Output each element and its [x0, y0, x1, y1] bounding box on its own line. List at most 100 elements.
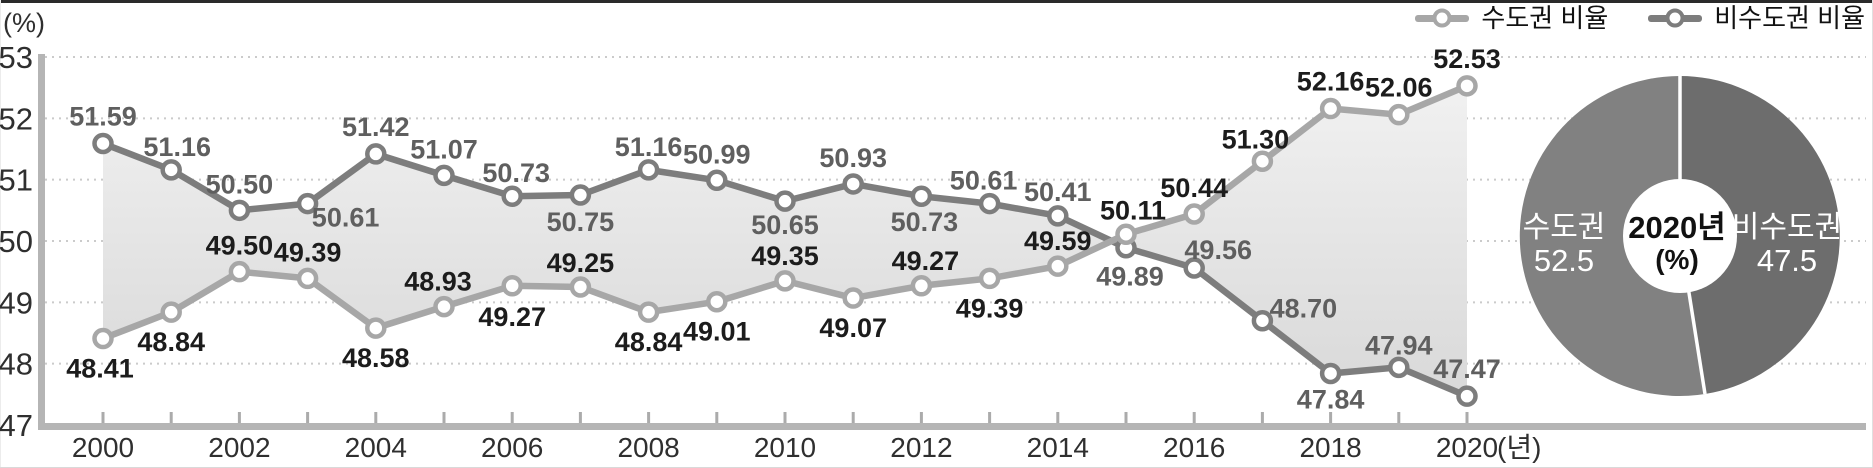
- data-label: 51.07: [410, 134, 478, 164]
- x-tick: [851, 412, 855, 423]
- donut-segment-수도권: [1519, 75, 1705, 396]
- data-marker: [774, 270, 796, 292]
- data-marker: [569, 184, 592, 206]
- x-tick-label: 2000: [72, 432, 134, 463]
- data-marker: [365, 317, 387, 339]
- data-marker: [433, 295, 455, 318]
- data-marker: [1047, 255, 1069, 277]
- x-tick: [988, 412, 992, 423]
- x-tick-label: 2016: [1163, 432, 1225, 463]
- data-label: 49.27: [478, 302, 546, 332]
- data-label: 51.16: [143, 132, 211, 162]
- data-label: 49.27: [892, 246, 960, 276]
- donut-segment-비수도권: [1680, 76, 1840, 394]
- data-marker: [1183, 257, 1205, 279]
- data-marker: [365, 143, 387, 165]
- data-marker: [637, 301, 660, 323]
- data-marker: [1319, 97, 1342, 120]
- data-marker: [774, 190, 796, 212]
- data-marker: [228, 260, 251, 283]
- data-marker: [842, 287, 864, 309]
- data-label: 47.84: [1297, 384, 1365, 414]
- data-label: 49.35: [751, 241, 819, 271]
- x-tick: [510, 412, 514, 423]
- y-tick-label: 49: [0, 285, 33, 320]
- data-label: 51.42: [342, 112, 410, 142]
- data-marker: [1456, 75, 1478, 97]
- donut-hole: [1623, 179, 1737, 293]
- legend-label-capital-region: 수도권 비율: [1481, 3, 1609, 33]
- data-label: 50.99: [683, 139, 751, 169]
- data-label: 50.41: [1024, 177, 1092, 207]
- data-label: 47.94: [1365, 330, 1433, 360]
- band-fill: [103, 85, 1467, 397]
- data-label: 50.75: [547, 207, 615, 237]
- x-tick: [647, 412, 651, 423]
- data-label: 50.11: [1100, 195, 1166, 225]
- data-marker: [910, 275, 933, 297]
- data-marker: [296, 192, 319, 215]
- x-tick-label: 2002: [208, 432, 270, 463]
- y-tick-label: 51: [0, 163, 33, 198]
- data-marker: [978, 192, 1001, 215]
- data-label: 47.47: [1433, 354, 1501, 384]
- x-tick: [101, 412, 105, 423]
- data-label: 48.41: [66, 354, 134, 384]
- legend-label-noncapital-region: 비수도권 비율: [1714, 3, 1865, 33]
- legend-item-noncapital-region: 비수도권 비율: [1648, 3, 1865, 33]
- data-label: 52.16: [1297, 67, 1365, 97]
- data-label: 51.16: [615, 132, 683, 162]
- data-marker: [842, 173, 864, 195]
- x-tick-label: 2018: [1299, 432, 1361, 463]
- data-marker: [706, 169, 728, 192]
- x-tick: [1329, 412, 1333, 423]
- data-label: 49.39: [956, 293, 1024, 323]
- data-label: 48.58: [342, 343, 410, 373]
- data-marker: [92, 132, 114, 155]
- x-tick: [1124, 412, 1128, 423]
- y-tick-label: 50: [0, 224, 33, 259]
- x-tick: [919, 412, 923, 423]
- data-label: 50.65: [751, 210, 819, 240]
- data-marker: [637, 159, 660, 181]
- legend-marker-icon: [1665, 8, 1685, 28]
- x-tick: [1397, 412, 1401, 423]
- x-tick: [1192, 412, 1196, 423]
- x-tick-label: 2014: [1027, 432, 1089, 463]
- data-marker: [160, 159, 182, 181]
- y-axis-line: [38, 54, 45, 430]
- data-marker: [433, 164, 455, 187]
- x-tick: [578, 412, 582, 423]
- donut-chart: [1519, 75, 1840, 396]
- data-marker: [1183, 203, 1205, 225]
- y-tick-label: 52: [0, 101, 33, 136]
- legend: 수도권 비율 비수도권 비율: [1415, 3, 1865, 33]
- data-label: 49.59: [1024, 226, 1092, 256]
- data-marker: [1456, 385, 1478, 407]
- data-label: 49.01: [683, 317, 751, 347]
- x-tick: [169, 412, 173, 423]
- x-tick-label: 2020: [1436, 432, 1498, 463]
- data-label: 49.07: [819, 313, 887, 343]
- data-label: 52.06: [1365, 73, 1433, 103]
- data-label: 51.30: [1222, 124, 1290, 154]
- data-label: 50.73: [482, 158, 550, 188]
- x-axis-unit-label: (년): [1497, 432, 1541, 463]
- data-label: 49.56: [1184, 235, 1252, 265]
- y-tick-label: 47: [0, 408, 33, 443]
- data-marker: [978, 267, 1001, 290]
- x-tick-label: 2006: [481, 432, 543, 463]
- data-label: 50.44: [1160, 173, 1228, 203]
- x-tick: [1260, 412, 1264, 423]
- data-label: 48.70: [1270, 294, 1338, 324]
- y-tick-label: 53: [0, 40, 33, 75]
- legend-item-capital-region: 수도권 비율: [1415, 3, 1608, 33]
- x-tick: [374, 412, 378, 423]
- data-label: 49.25: [547, 248, 615, 278]
- data-marker: [92, 327, 114, 350]
- top-border: [0, 0, 1873, 3]
- data-marker: [1388, 356, 1410, 379]
- data-label: 49.39: [274, 237, 342, 267]
